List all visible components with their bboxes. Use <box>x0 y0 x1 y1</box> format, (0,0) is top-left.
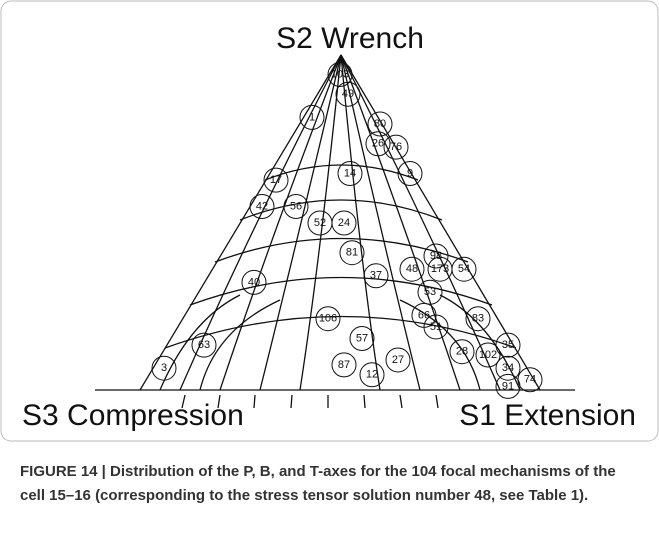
point <box>241 269 267 295</box>
point <box>417 279 443 305</box>
point-label: 35 <box>502 339 514 351</box>
point <box>475 342 501 368</box>
points: 103 49 80 1 26 76 17 56 42 14 9 52 24 81 37 48 173 54 98 53… <box>151 62 543 399</box>
point-label: 1 <box>309 111 315 123</box>
point-label: 42 <box>256 200 268 212</box>
point-label: 3 <box>161 362 167 374</box>
point <box>191 332 217 358</box>
point-label: 27 <box>392 354 404 366</box>
point-label: 40 <box>248 276 260 288</box>
point <box>151 355 177 381</box>
point-label: 74 <box>524 374 536 386</box>
point-label: 34 <box>502 362 514 374</box>
point <box>249 194 275 219</box>
point <box>465 306 491 332</box>
point-label: 83 <box>472 313 484 325</box>
point-label: 26 <box>372 138 384 150</box>
point-label: 173 <box>431 263 449 275</box>
point-label: 76 <box>390 141 402 153</box>
point <box>299 104 325 130</box>
point-label: 54 <box>458 263 470 275</box>
point-label: 80 <box>374 118 386 130</box>
point-label: 14 <box>344 167 356 179</box>
point <box>349 326 375 351</box>
point-label: 98 <box>430 250 442 262</box>
point <box>517 367 543 393</box>
point <box>337 161 363 186</box>
point-label: 52 <box>314 217 326 229</box>
left-label: S3 Compression <box>22 399 244 432</box>
point-label: 49 <box>342 88 354 100</box>
point-label: 28 <box>456 346 468 358</box>
point-label: 9 <box>407 167 413 179</box>
point-label: 102 <box>479 349 497 361</box>
caption: FIGURE 14 | Distribution of the P, B, an… <box>20 463 616 504</box>
point <box>331 210 357 236</box>
top-label: S2 Wrench <box>276 22 424 55</box>
point <box>367 111 393 137</box>
point <box>335 81 361 107</box>
figure-frame <box>0 0 659 442</box>
point <box>365 131 391 157</box>
point-label: 57 <box>356 332 368 344</box>
point-label: 48 <box>406 263 418 275</box>
point-label: 81 <box>346 247 358 259</box>
point <box>495 355 521 381</box>
point-label: 17 <box>270 174 282 186</box>
point <box>399 256 425 282</box>
point <box>331 352 357 378</box>
point <box>411 302 437 328</box>
point-label: 87 <box>338 359 350 371</box>
point-label: 91 <box>502 380 514 392</box>
point-label: 51 <box>430 321 442 333</box>
point-label: 12 <box>366 369 378 381</box>
point <box>397 161 423 186</box>
point <box>363 263 389 289</box>
point <box>423 243 449 269</box>
point-label: 103 <box>331 68 349 80</box>
point <box>383 134 409 160</box>
point <box>263 167 289 193</box>
point-label: 66 <box>418 309 430 321</box>
point <box>451 256 477 282</box>
point <box>283 194 309 219</box>
point <box>495 332 521 358</box>
point-label: 106 <box>319 313 337 325</box>
point <box>339 240 365 266</box>
point-label: 63 <box>198 339 210 351</box>
point <box>449 339 475 365</box>
point-label: 37 <box>370 270 382 282</box>
point-label: 56 <box>290 200 302 212</box>
point-label: 53 <box>424 286 436 298</box>
point <box>327 62 353 87</box>
right-label: S1 Extension <box>459 399 636 432</box>
point-label: 24 <box>338 217 350 229</box>
point <box>359 362 385 388</box>
point <box>315 306 341 332</box>
point <box>385 347 411 373</box>
